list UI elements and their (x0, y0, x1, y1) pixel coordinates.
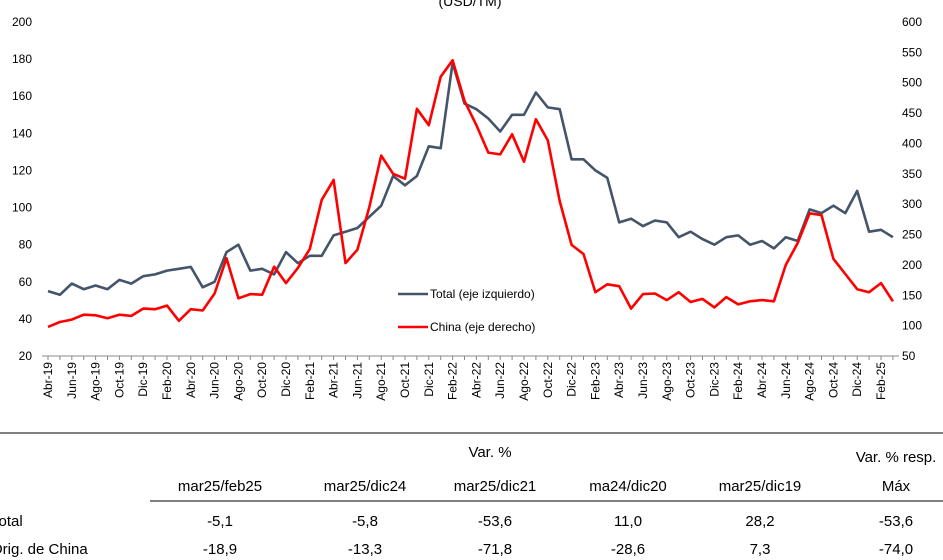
x-tick-label: Jun-23 (636, 362, 650, 399)
column-header: ma24/dic20 (589, 478, 667, 495)
x-tick-label: Ago-21 (374, 362, 388, 401)
cell: -53,6 (478, 513, 512, 530)
x-tick-label: Feb-22 (446, 362, 460, 400)
x-tick-label: Oct-22 (541, 362, 555, 398)
series-line (47, 61, 894, 297)
column-header: Máx (882, 478, 911, 495)
x-tick-label: Oct-23 (684, 362, 698, 398)
cell: -71,8 (478, 541, 512, 558)
y-tick-label: 160 (12, 89, 32, 103)
y-tick-label: 20 (19, 349, 33, 363)
y2-tick-label: 350 (902, 167, 922, 181)
chart-title: (USD/TM) (439, 0, 502, 9)
x-tick-label: Jun-19 (65, 362, 79, 399)
x-tick-label: Abr-19 (41, 362, 55, 398)
y2-tick-label: 150 (902, 288, 922, 302)
x-tick-label: Dic-20 (279, 362, 293, 397)
x-tick-label: Ago-20 (231, 362, 245, 401)
x-tick-label: Oct-20 (255, 362, 269, 398)
x-tick-label: Ago-22 (517, 362, 531, 401)
y2-tick-label: 500 (902, 76, 922, 90)
y2-tick-label: 250 (902, 228, 922, 242)
x-tick-label: Feb-25 (874, 362, 888, 400)
cell: 7,3 (750, 541, 771, 558)
row-label: Orig. de China (0, 541, 88, 558)
cell: 28,2 (745, 513, 774, 530)
y2-tick-label: 300 (902, 197, 922, 211)
y2-tick-label: 600 (902, 15, 922, 29)
y2-tick-label: 50 (902, 349, 916, 363)
column-header: mar25/dic19 (719, 478, 802, 495)
series-line (47, 59, 894, 329)
x-tick-label: Dic-23 (707, 362, 721, 397)
y2-tick-label: 450 (902, 106, 922, 120)
x-tick-label: Oct-24 (826, 362, 840, 398)
cell: -18,9 (203, 541, 237, 558)
x-tick-label: Oct-21 (398, 362, 412, 398)
y-tick-label: 140 (12, 126, 32, 140)
legend-label: Total (eje izquierdo) (430, 287, 535, 301)
x-tick-label: Abr-23 (612, 362, 626, 398)
y-tick-label: 200 (12, 15, 32, 29)
y-tick-label: 40 (19, 312, 33, 326)
y2-tick-label: 400 (902, 136, 922, 150)
cell: -5,8 (352, 513, 378, 530)
cell: 11,0 (614, 513, 642, 530)
cell: -74,0 (879, 541, 913, 558)
cell: -13,3 (348, 541, 382, 558)
x-tick-label: Ago-24 (803, 362, 817, 401)
x-tick-label: Abr-24 (755, 362, 769, 398)
x-tick-label: Abr-22 (469, 362, 483, 398)
row-label: Total (0, 513, 23, 530)
y-tick-label: 120 (12, 163, 32, 177)
y-tick-label: 60 (19, 275, 33, 289)
column-header: mar25/dic24 (324, 478, 407, 495)
x-tick-label: Abr-20 (184, 362, 198, 398)
cell: -5,1 (207, 513, 233, 530)
x-tick-label: Feb-24 (731, 362, 745, 400)
x-tick-label: Jun-22 (493, 362, 507, 399)
cell: -53,6 (879, 513, 913, 530)
x-tick-label: Jun-20 (208, 362, 222, 399)
x-tick-label: Jun-21 (350, 362, 364, 399)
y-tick-label: 100 (12, 201, 32, 215)
y2-tick-label: 100 (902, 319, 922, 333)
x-tick-label: Dic-21 (422, 362, 436, 397)
x-tick-label: Ago-23 (660, 362, 674, 401)
x-tick-label: Dic-19 (136, 362, 150, 397)
x-tick-label: Ago-19 (89, 362, 103, 401)
x-tick-label: Feb-23 (588, 362, 602, 400)
cell: -28,6 (611, 541, 645, 558)
column-header: mar25/dic21 (454, 478, 537, 495)
column-header: Var. % resp. (856, 449, 937, 466)
y2-tick-label: 200 (902, 258, 922, 272)
legend-label: China (eje derecho) (430, 320, 535, 334)
table: Var. % Var. % resp. Máx mar25/feb25 mar25… (0, 432, 943, 558)
x-tick-label: Abr-21 (327, 362, 341, 398)
group-header: Var. % (468, 444, 511, 461)
column-header: mar25/feb25 (178, 478, 262, 495)
y-tick-label: 180 (12, 52, 32, 66)
x-tick-label: Jun-24 (779, 362, 793, 399)
y-tick-label: 80 (19, 238, 33, 252)
y2-tick-label: 550 (902, 45, 922, 59)
x-tick-label: Feb-21 (303, 362, 317, 400)
x-tick-label: Dic-22 (565, 362, 579, 397)
x-tick-label: Oct-19 (112, 362, 126, 398)
x-tick-label: Dic-24 (850, 362, 864, 397)
x-tick-label: Feb-20 (160, 362, 174, 400)
